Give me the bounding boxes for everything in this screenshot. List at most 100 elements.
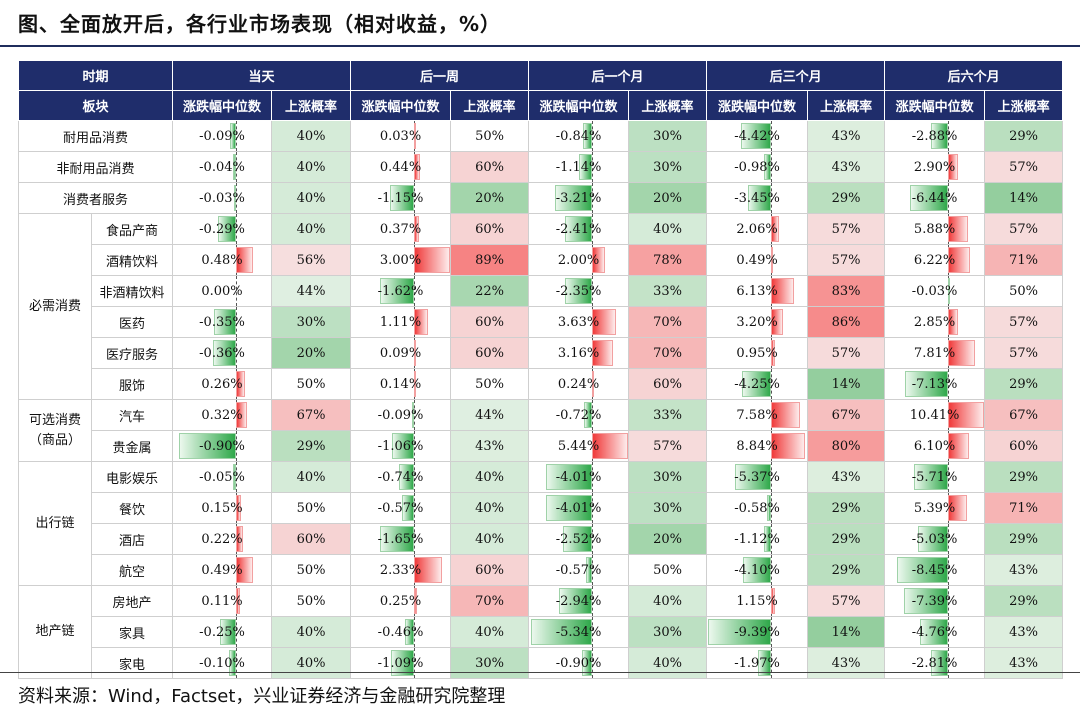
zero-axis-line bbox=[771, 648, 773, 678]
probability-cell: 60% bbox=[450, 151, 530, 183]
median-cell: -0.36% bbox=[172, 337, 273, 369]
probability-cell: 57% bbox=[807, 585, 886, 617]
sector-label: 贵金属 bbox=[90, 430, 174, 462]
median-value: -0.98% bbox=[734, 159, 780, 175]
median-cell: -0.90% bbox=[528, 647, 630, 679]
median-bar-negative bbox=[565, 278, 593, 304]
median-bar-negative bbox=[213, 309, 236, 335]
probability-cell: 40% bbox=[628, 647, 708, 679]
probability-cell: 50% bbox=[984, 275, 1064, 307]
median-cell: 3.20% bbox=[706, 306, 809, 338]
probability-cell: 57% bbox=[984, 151, 1064, 183]
probability-cell: 89% bbox=[450, 244, 530, 276]
probability-cell: 40% bbox=[450, 492, 530, 524]
median-bar-positive bbox=[414, 557, 443, 583]
median-value: 0.32% bbox=[201, 407, 243, 423]
probability-cell: 60% bbox=[984, 430, 1064, 462]
median-bar-negative bbox=[931, 650, 949, 676]
probability-cell: 78% bbox=[628, 244, 708, 276]
zero-axis-line bbox=[235, 152, 237, 182]
zero-axis-line bbox=[414, 276, 416, 306]
zero-axis-line bbox=[414, 400, 416, 430]
median-bar-negative bbox=[213, 340, 236, 366]
median-value: 0.37% bbox=[379, 221, 422, 237]
median-cell: -1.65% bbox=[350, 523, 452, 555]
median-cell: 1.11% bbox=[350, 306, 452, 338]
probability-cell: 29% bbox=[984, 523, 1064, 555]
median-value: 2.90% bbox=[913, 159, 956, 175]
table-row: 餐饮 0.15% 50% -0.57% 40% -4.01% 30% -0.58% 29% 5.3… bbox=[19, 492, 1064, 524]
probability-cell: 40% bbox=[628, 213, 708, 245]
median-value: 2.85% bbox=[913, 314, 956, 330]
median-bar-positive bbox=[948, 247, 970, 273]
median-cell: -2.41% bbox=[528, 213, 630, 245]
figure-title: 图、全面放开后，各行业市场表现（相对收益，%） bbox=[18, 12, 502, 36]
median-bar-positive bbox=[771, 216, 779, 242]
sector-label: 耐用品消费 bbox=[17, 120, 174, 152]
header-period-4: 后六个月 bbox=[884, 60, 1064, 91]
median-cell: 0.14% bbox=[350, 368, 452, 400]
median-cell: -4.42% bbox=[706, 120, 809, 152]
median-cell: -2.52% bbox=[528, 523, 630, 555]
median-value: 0.25% bbox=[379, 593, 422, 609]
median-bar-positive bbox=[235, 526, 244, 552]
probability-cell: 57% bbox=[984, 213, 1064, 245]
median-cell: -0.35% bbox=[172, 306, 273, 338]
median-cell: -0.46% bbox=[350, 616, 452, 648]
median-cell: 8.84% bbox=[706, 430, 809, 462]
median-bar-positive bbox=[235, 402, 248, 428]
median-cell: -7.13% bbox=[884, 368, 986, 400]
median-value: -0.29% bbox=[199, 221, 245, 237]
zero-axis-line bbox=[235, 276, 237, 306]
median-value: 2.33% bbox=[379, 562, 422, 578]
zero-axis-line bbox=[592, 183, 594, 213]
median-value: -0.09% bbox=[377, 407, 424, 423]
median-bar-negative bbox=[229, 650, 236, 676]
median-value: 3.00% bbox=[379, 252, 422, 268]
median-cell: 0.09% bbox=[350, 337, 452, 369]
zero-axis-line bbox=[592, 462, 594, 492]
median-bar-negative bbox=[217, 216, 236, 242]
probability-cell: 83% bbox=[807, 275, 886, 307]
probability-cell: 40% bbox=[271, 213, 352, 245]
median-value: -2.94% bbox=[555, 593, 602, 609]
median-cell: -0.74% bbox=[350, 461, 452, 493]
sector-label: 非酒精饮料 bbox=[90, 275, 174, 307]
zero-axis-line bbox=[948, 183, 950, 213]
zero-axis-line bbox=[948, 555, 950, 585]
probability-cell: 44% bbox=[450, 399, 530, 431]
probability-cell: 29% bbox=[807, 554, 886, 586]
footer-divider bbox=[0, 672, 1080, 673]
median-value: -7.39% bbox=[911, 593, 958, 609]
probability-cell: 86% bbox=[807, 306, 886, 338]
median-value: -4.10% bbox=[734, 562, 780, 578]
median-bar-negative bbox=[402, 495, 415, 521]
median-bar-positive bbox=[414, 154, 420, 180]
median-value: 0.26% bbox=[201, 376, 243, 392]
median-value: -1.15% bbox=[377, 190, 424, 206]
sector-label: 消费者服务 bbox=[17, 182, 174, 214]
sector-label: 汽车 bbox=[90, 399, 174, 431]
median-cell: -0.09% bbox=[172, 120, 273, 152]
median-bar-positive bbox=[948, 433, 970, 459]
median-cell: 0.95% bbox=[706, 337, 809, 369]
probability-cell: 50% bbox=[628, 554, 708, 586]
median-cell: 1.15% bbox=[706, 585, 809, 617]
table-row: 航空 0.49% 50% 2.33% 60% -0.57% 50% -4.10% 29% -8.4… bbox=[19, 554, 1064, 586]
median-value: -1.97% bbox=[734, 655, 780, 671]
median-bar-positive bbox=[414, 216, 419, 242]
probability-cell: 29% bbox=[807, 523, 886, 555]
median-bar-positive bbox=[592, 371, 595, 397]
sector-label: 医药 bbox=[90, 306, 174, 338]
header-row-periods: 时期 当天 后一周 后一个月 后三个月 后六个月 bbox=[17, 60, 1064, 91]
header-median: 涨跌幅中位数 bbox=[528, 90, 630, 121]
zero-axis-line bbox=[414, 493, 416, 523]
median-bar-negative bbox=[530, 619, 593, 645]
probability-cell: 43% bbox=[984, 647, 1064, 679]
table-row: 服饰 0.26% 50% 0.14% 50% 0.24% 60% -4.25% 14% -7.13… bbox=[19, 368, 1064, 400]
median-value: -7.13% bbox=[911, 376, 958, 392]
median-cell: -4.10% bbox=[706, 554, 809, 586]
zero-axis-line bbox=[771, 183, 773, 213]
median-value: 0.44% bbox=[379, 159, 422, 175]
median-bar-negative bbox=[233, 185, 236, 211]
